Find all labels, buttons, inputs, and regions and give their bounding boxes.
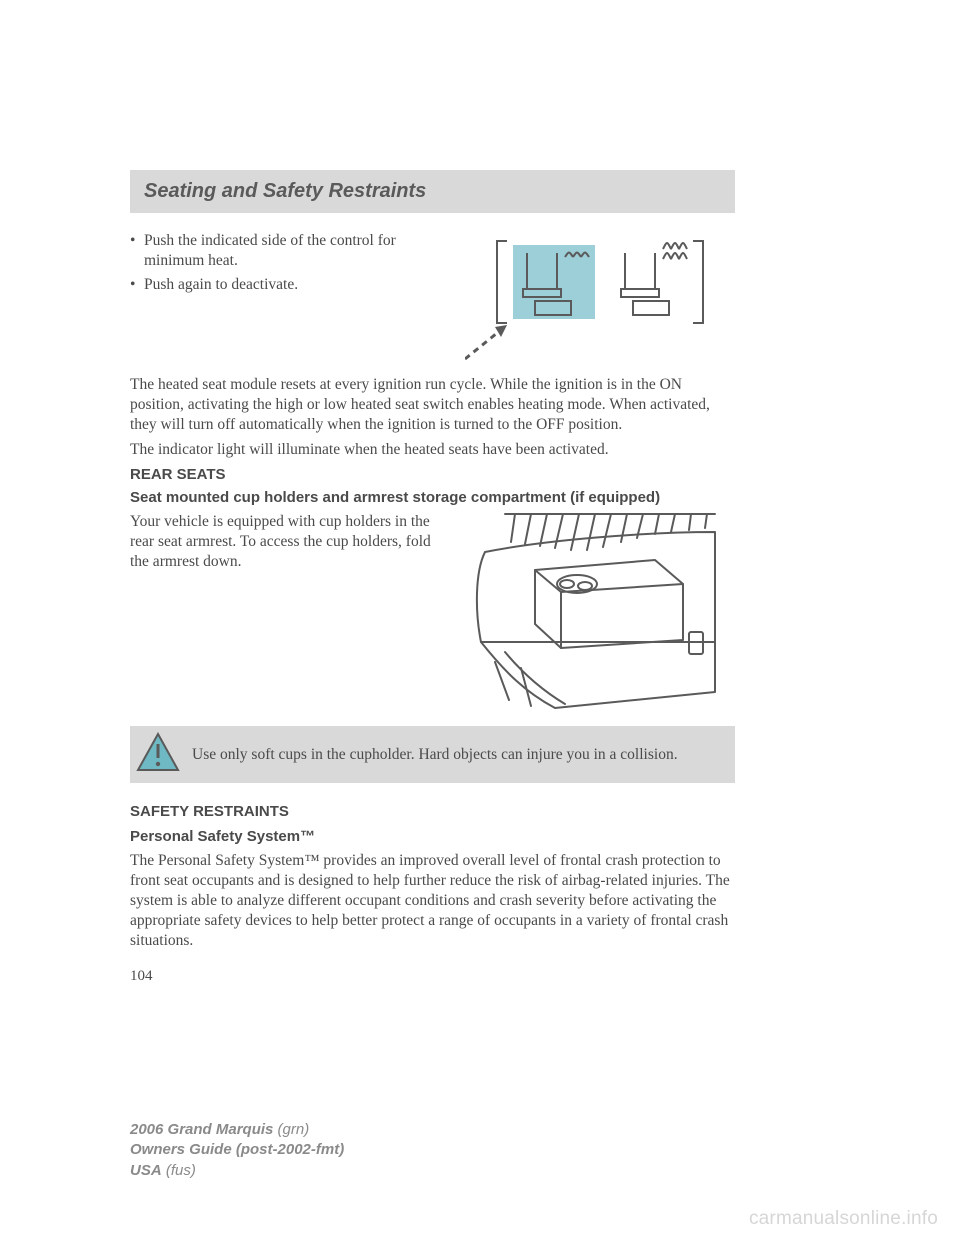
section-title: Seating and Safety Restraints (144, 180, 426, 202)
page-number: 104 (130, 968, 735, 985)
footer-region-code: (fus) (162, 1162, 196, 1179)
rear-seats-heading: REAR SEATS (130, 466, 735, 483)
footer-line-1: 2006 Grand Marquis (grn) (130, 1120, 344, 1140)
footer-line-3: USA (fus) (130, 1161, 344, 1181)
page-content: Seating and Safety Restraints Push the i… (130, 170, 735, 985)
bullet-item: Push again to deactivate. (130, 275, 445, 295)
bullet-item: Push the indicated side of the control f… (130, 231, 445, 271)
body-paragraph: The heated seat module resets at every i… (130, 375, 735, 434)
heated-seat-icon (465, 231, 735, 361)
watermark-text: carmanualsonline.info (749, 1208, 938, 1230)
heated-seat-figure (465, 231, 735, 361)
safety-restraints-heading: SAFETY RESTRAINTS (130, 803, 735, 820)
body-paragraph: The Personal Safety System™ provides an … (130, 851, 735, 950)
body-paragraph: Your vehicle is equipped with cup holder… (130, 512, 445, 571)
footer-model: 2006 Grand Marquis (130, 1121, 273, 1138)
warning-triangle-icon (136, 732, 180, 777)
footer-code: (grn) (273, 1121, 309, 1138)
section-header-bar: Seating and Safety Restraints (130, 170, 735, 213)
armrest-illustration-icon (465, 512, 735, 712)
cupholder-text: Your vehicle is equipped with cup holder… (130, 512, 445, 712)
warning-callout: Use only soft cups in the cupholder. Har… (130, 726, 735, 783)
body-paragraph: The indicator light will illuminate when… (130, 440, 735, 460)
heated-seat-text: Push the indicated side of the control f… (130, 231, 445, 361)
bullet-list: Push the indicated side of the control f… (130, 231, 445, 295)
cupholder-row: Your vehicle is equipped with cup holder… (130, 512, 735, 712)
pss-heading: Personal Safety System™ (130, 828, 735, 845)
footer-region: USA (130, 1162, 162, 1179)
warning-text: Use only soft cups in the cupholder. Har… (192, 745, 678, 765)
footer-line-2: Owners Guide (post-2002-fmt) (130, 1140, 344, 1160)
cupholder-heading: Seat mounted cup holders and armrest sto… (130, 489, 735, 506)
footer-block: 2006 Grand Marquis (grn) Owners Guide (p… (130, 1120, 344, 1181)
armrest-figure (465, 512, 735, 712)
heated-seat-row: Push the indicated side of the control f… (130, 231, 735, 361)
